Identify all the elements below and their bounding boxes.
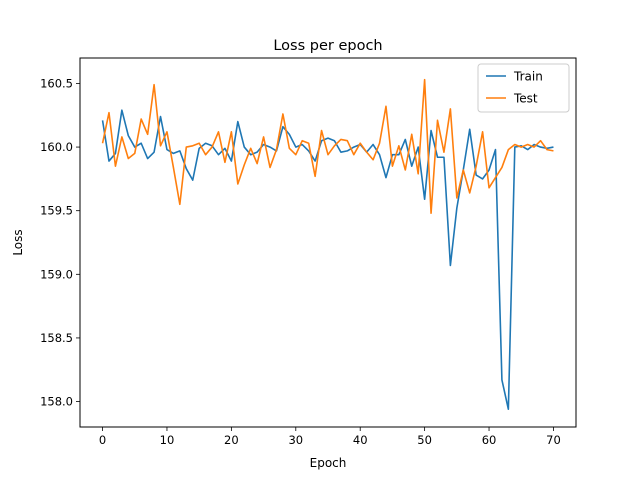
- x-tick-label: 60: [482, 433, 497, 447]
- ticks-layer: 0 10 20 30 40 50 60 70 158.0 158.5 159.0 159.5 160.0…: [40, 76, 561, 447]
- y-tick-label: 160.0: [40, 140, 73, 154]
- chart-title: Loss per epoch: [273, 38, 382, 54]
- x-tick-label: 0: [99, 433, 106, 447]
- x-tick-label: 70: [546, 433, 561, 447]
- series-test-line: [101, 78, 554, 215]
- plot-frame: [79, 57, 577, 428]
- y-tick-label: 159.0: [40, 267, 73, 281]
- x-tick-label: 20: [224, 433, 239, 447]
- y-tick-label: 158.5: [40, 331, 73, 345]
- x-tick-label: 10: [160, 433, 175, 447]
- series-train-line: [101, 109, 554, 410]
- x-tick-label: 40: [353, 433, 368, 447]
- y-tick-label: 160.5: [40, 76, 73, 90]
- x-tick-label: 30: [288, 433, 303, 447]
- series-layer: [101, 78, 554, 410]
- y-tick-label: 158.0: [40, 395, 73, 409]
- legend-test-label: Test: [513, 92, 538, 106]
- legend-train-label: Train: [513, 70, 543, 84]
- x-tick-label: 50: [417, 433, 432, 447]
- y-tick-label: 159.5: [40, 204, 73, 218]
- legend: Train Test: [477, 63, 570, 113]
- y-axis-label: Loss: [11, 229, 25, 255]
- x-axis-label: Epoch: [310, 456, 347, 470]
